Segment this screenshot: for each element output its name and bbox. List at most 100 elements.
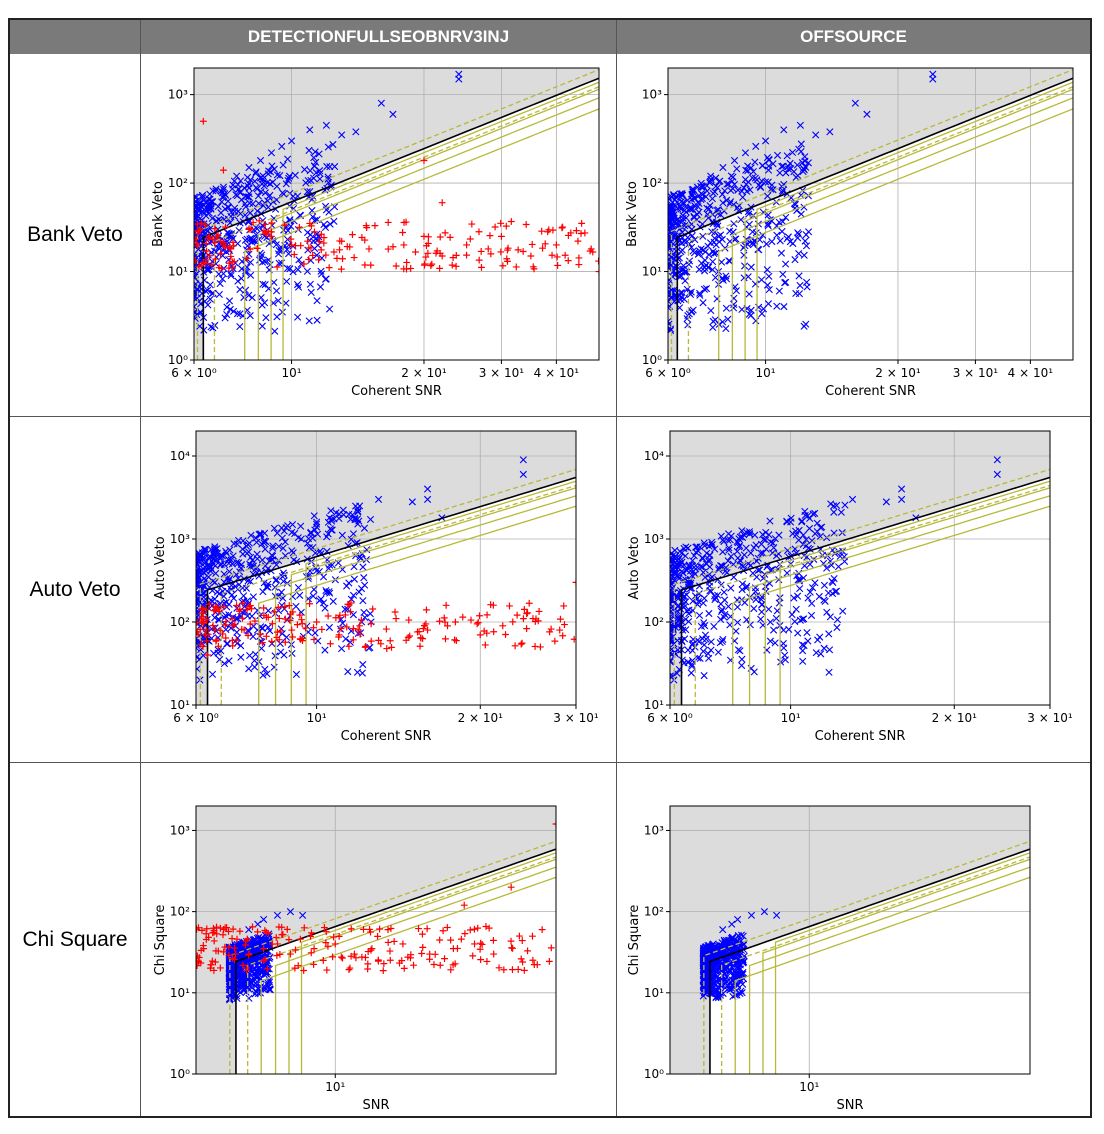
threshold-line [257, 97, 599, 360]
background-trigger [277, 588, 286, 596]
background-trigger [734, 539, 742, 547]
injection-trigger [406, 632, 414, 640]
background-trigger [709, 258, 717, 266]
injection-trigger [529, 615, 537, 622]
background-trigger [795, 526, 803, 534]
injection-trigger [388, 643, 395, 651]
injection-trigger [436, 936, 444, 944]
background-trigger [329, 140, 337, 149]
background-trigger [261, 257, 269, 266]
background-trigger [305, 544, 313, 552]
injection-trigger [522, 221, 530, 228]
background-trigger [739, 193, 747, 201]
background-trigger [754, 566, 762, 574]
background-trigger [714, 990, 722, 999]
background-trigger [669, 191, 678, 200]
background-trigger [820, 596, 828, 604]
background-trigger [237, 976, 245, 984]
background-trigger [815, 592, 823, 601]
background-trigger [253, 606, 261, 614]
background-trigger [718, 235, 726, 243]
threshold-line [756, 81, 1073, 360]
background-trigger [351, 514, 359, 522]
background-trigger [196, 566, 201, 574]
injection-trigger [244, 632, 252, 639]
injection-trigger [524, 947, 531, 955]
background-trigger [726, 966, 734, 974]
chart-bank-veto-offsource: 6 × 10⁰ 10¹ 2 × 10¹ 3 × 10¹ 4 × 10¹ 10⁰ 10¹ 10²… [625, 67, 1074, 399]
background-trigger [811, 579, 819, 587]
injection-trigger [548, 251, 556, 259]
background-trigger [804, 594, 812, 602]
background-trigger [213, 588, 221, 596]
background-trigger [796, 121, 804, 129]
background-trigger [324, 143, 332, 151]
background-trigger [295, 256, 303, 264]
background-trigger [709, 323, 717, 332]
injection-trigger [490, 950, 498, 958]
injection-trigger [272, 934, 280, 941]
background-trigger [248, 612, 256, 620]
background-trigger [218, 198, 226, 206]
background-trigger [833, 616, 842, 624]
injection-trigger [448, 261, 456, 269]
injection-trigger [525, 599, 533, 607]
injection-trigger [337, 625, 345, 632]
background-trigger [744, 162, 752, 170]
background-trigger [784, 233, 792, 241]
injection-trigger [275, 615, 283, 622]
injection-trigger [309, 252, 317, 259]
injection-trigger [507, 218, 515, 225]
background-trigger [223, 303, 231, 311]
injection-trigger [247, 602, 254, 610]
injection-trigger [233, 935, 241, 943]
background-trigger [794, 629, 802, 637]
background-trigger [721, 596, 729, 604]
chart-chi-square-detection: 10¹ 10⁰ 10¹ 10² 10³ SNR Chi Square [153, 805, 557, 1113]
injection-trigger [497, 219, 505, 227]
background-trigger [355, 588, 363, 596]
injection-trigger [228, 622, 236, 630]
background-trigger [700, 641, 708, 649]
injection-trigger [389, 243, 397, 251]
background-trigger [285, 174, 293, 182]
injection-trigger [315, 256, 322, 264]
background-trigger [322, 586, 330, 595]
background-trigger [711, 545, 719, 553]
background-trigger [360, 608, 368, 617]
injection-trigger [499, 262, 507, 270]
injection-trigger [209, 622, 217, 630]
injection-trigger [578, 219, 586, 227]
background-trigger [253, 207, 261, 215]
background-trigger [720, 537, 728, 546]
injection-trigger [320, 234, 328, 242]
background-trigger [326, 220, 334, 228]
x-tick-label: 10¹ [799, 1080, 819, 1094]
background-trigger [685, 578, 693, 586]
background-trigger [680, 561, 688, 569]
background-trigger [245, 627, 253, 635]
y-axis-label: Chi Square [627, 905, 642, 976]
background-trigger [209, 289, 217, 297]
injection-trigger [524, 609, 531, 617]
injection-trigger [581, 229, 589, 237]
background-trigger [292, 670, 301, 678]
background-trigger [837, 508, 845, 516]
background-trigger [722, 324, 730, 333]
background-trigger [273, 182, 281, 190]
background-trigger [773, 911, 781, 919]
background-trigger [717, 615, 725, 623]
background-trigger [275, 542, 283, 550]
background-trigger [748, 174, 756, 182]
background-trigger [775, 287, 783, 295]
injection-trigger [502, 222, 510, 230]
background-trigger [209, 555, 218, 564]
background-trigger [726, 198, 735, 206]
background-trigger [782, 213, 790, 222]
background-trigger [781, 279, 789, 287]
background-trigger [200, 593, 208, 601]
injection-trigger [260, 612, 268, 619]
injection-trigger [498, 232, 505, 240]
background-trigger [272, 287, 281, 295]
y-tick-label: 10¹ [642, 265, 662, 279]
